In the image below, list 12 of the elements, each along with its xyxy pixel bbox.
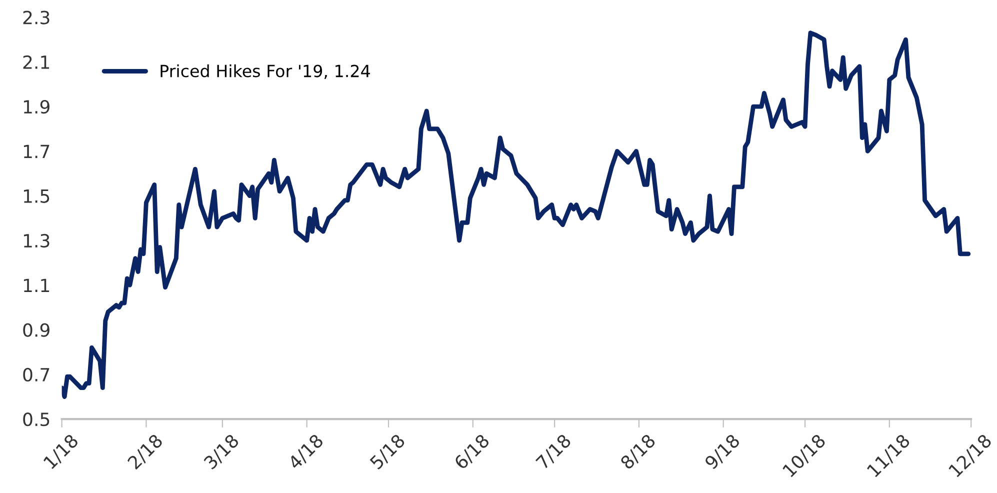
y-tick-label: 1.3: [24, 234, 50, 248]
legend-label: Priced Hikes For '19, 1.24: [160, 64, 370, 79]
y-tick-label: 1.5: [24, 190, 50, 203]
y-tick-label: 0.7: [23, 368, 50, 382]
y-tick-label: 1.1: [24, 278, 50, 292]
y-tick-label: 0.9: [23, 323, 50, 337]
y-tick-label: 2.1: [23, 55, 50, 69]
line-series: [62, 30, 971, 399]
y-tick-label: 0.5: [23, 412, 50, 426]
y-tick-label: 1.7: [24, 144, 50, 158]
y-tick-label: 1.9: [24, 100, 50, 114]
y-tick-label: 2.3: [23, 10, 50, 24]
